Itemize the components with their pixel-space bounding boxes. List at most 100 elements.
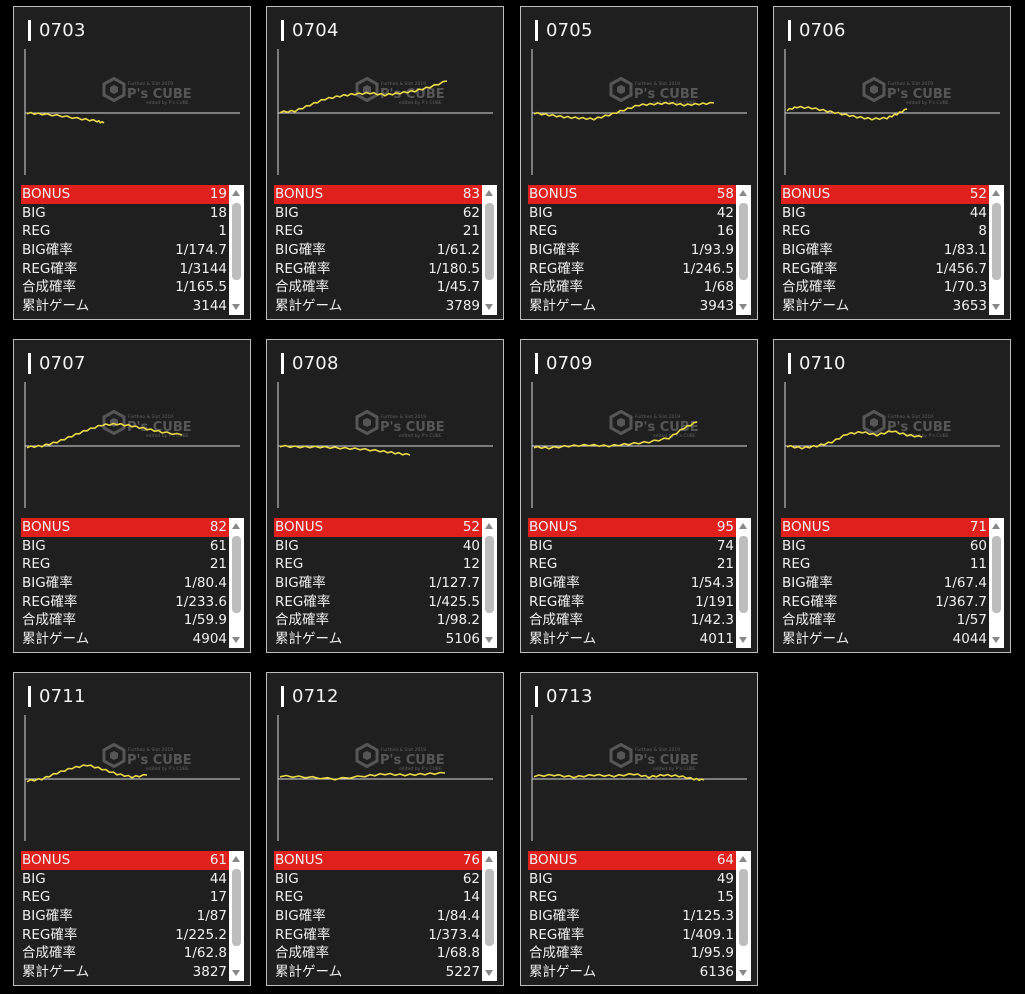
machine-card-0710[interactable]: 0710 Furtheo & Slot 2019 P's CUBE edited…	[773, 339, 1011, 653]
machine-card-0709[interactable]: 0709 Furtheo & Slot 2019 P's CUBE edited…	[520, 339, 758, 653]
stat-row-big-rate: BIG確率 1/83.1	[782, 242, 987, 259]
machine-card-0706[interactable]: 0706 Furtheo & Slot 2019 P's CUBE edited…	[773, 6, 1011, 320]
card-header: 0708	[281, 352, 339, 374]
stat-row-reg: REG 15	[529, 889, 734, 906]
scroll-thumb[interactable]	[739, 203, 748, 280]
stats-scrollbar[interactable]	[482, 518, 497, 648]
scroll-down-arrow-icon[interactable]	[485, 970, 493, 976]
scroll-thumb[interactable]	[739, 536, 748, 613]
stat-row-combined-rate: 合成確率 1/59.9	[22, 612, 227, 629]
scroll-up-arrow-icon[interactable]	[739, 523, 747, 529]
stat-row-bonus: BONUS 71	[781, 518, 989, 537]
slump-graph: Furtheo & Slot 2019 P's CUBE edited by P…	[529, 380, 751, 514]
stat-row-reg-rate: REG確率 1/180.5	[275, 260, 480, 277]
scroll-down-arrow-icon[interactable]	[992, 304, 1000, 310]
stats-table: BONUS 52 BIG 44 REG 8 BIG確率 1/83.1 REG確率 1/45…	[781, 185, 989, 316]
machine-card-0705[interactable]: 0705 Furtheo & Slot 2019 P's CUBE edited…	[520, 6, 758, 320]
stat-row-reg-rate: REG確率 1/409.1	[529, 926, 734, 943]
stats-table: BONUS 82 BIG 61 REG 21 BIG確率 1/80.4 REG確率 1/2…	[21, 518, 229, 649]
scroll-thumb[interactable]	[739, 869, 748, 946]
scroll-up-arrow-icon[interactable]	[739, 856, 747, 862]
stat-row-total-games: 累計ゲーム 3827	[22, 964, 227, 981]
svg-text:edited by P's CUBE: edited by P's CUBE	[146, 433, 189, 439]
stat-row-big: BIG 62	[275, 204, 480, 221]
svg-text:P's CUBE: P's CUBE	[887, 87, 952, 102]
stats-scrollbar[interactable]	[736, 518, 751, 648]
scroll-thumb[interactable]	[232, 536, 241, 613]
watermark-logo: Furtheo & Slot 2019 P's CUBE edited by P…	[862, 409, 952, 439]
scroll-thumb[interactable]	[485, 536, 494, 613]
scroll-up-arrow-icon[interactable]	[485, 856, 493, 862]
scroll-down-arrow-icon[interactable]	[739, 970, 747, 976]
scroll-down-arrow-icon[interactable]	[485, 304, 493, 310]
stat-row-total-games: 累計ゲーム 6136	[529, 964, 734, 981]
stat-row-bonus: BONUS 76	[274, 851, 482, 870]
watermark-logo: Furtheo & Slot 2019 P's CUBE edited by P…	[862, 76, 952, 106]
stat-row-bonus: BONUS 19	[21, 185, 229, 204]
scroll-up-arrow-icon[interactable]	[485, 523, 493, 529]
svg-text:Furtheo & Slot 2019: Furtheo & Slot 2019	[128, 414, 173, 420]
stat-row-total-games: 累計ゲーム 4044	[782, 631, 987, 648]
scroll-down-arrow-icon[interactable]	[739, 637, 747, 643]
scroll-thumb[interactable]	[485, 203, 494, 280]
scroll-down-arrow-icon[interactable]	[232, 970, 240, 976]
stats-scrollbar[interactable]	[736, 185, 751, 315]
stats-scrollbar[interactable]	[229, 518, 244, 648]
scroll-down-arrow-icon[interactable]	[992, 637, 1000, 643]
machine-card-0711[interactable]: 0711 Furtheo & Slot 2019 P's CUBE edited…	[13, 672, 251, 986]
scroll-thumb[interactable]	[232, 869, 241, 946]
stats-scrollbar[interactable]	[736, 851, 751, 981]
stats-scrollbar[interactable]	[482, 851, 497, 981]
scroll-up-arrow-icon[interactable]	[992, 190, 1000, 196]
scroll-down-arrow-icon[interactable]	[232, 304, 240, 310]
scroll-thumb[interactable]	[992, 203, 1001, 280]
stats-scrollbar[interactable]	[989, 185, 1004, 315]
svg-text:edited by P's CUBE: edited by P's CUBE	[653, 433, 696, 439]
stats-table: BONUS 83 BIG 62 REG 21 BIG確率 1/61.2 REG確率 1/1…	[274, 185, 482, 316]
scroll-down-arrow-icon[interactable]	[485, 637, 493, 643]
scroll-down-arrow-icon[interactable]	[739, 304, 747, 310]
scroll-up-arrow-icon[interactable]	[739, 190, 747, 196]
scroll-up-arrow-icon[interactable]	[992, 523, 1000, 529]
svg-text:P's CUBE: P's CUBE	[380, 753, 445, 768]
card-header: 0703	[28, 19, 86, 41]
machine-card-0707[interactable]: 0707 Furtheo & Slot 2019 P's CUBE edited…	[13, 339, 251, 653]
stat-row-reg: REG 17	[22, 889, 227, 906]
machine-card-0708[interactable]: 0708 Furtheo & Slot 2019 P's CUBE edited…	[266, 339, 504, 653]
stat-row-reg: REG 12	[275, 556, 480, 573]
watermark-logo: Furtheo & Slot 2019 P's CUBE edited by P…	[102, 409, 192, 439]
stat-row-reg: REG 1	[22, 223, 227, 240]
scroll-up-arrow-icon[interactable]	[232, 190, 240, 196]
scroll-thumb[interactable]	[992, 536, 1001, 613]
stats-scrollbar[interactable]	[229, 185, 244, 315]
stat-row-bonus: BONUS 83	[274, 185, 482, 204]
machine-card-0704[interactable]: 0704 Furtheo & Slot 2019 P's CUBE edited…	[266, 6, 504, 320]
stat-row-reg-rate: REG確率 1/191	[529, 593, 734, 610]
scroll-thumb[interactable]	[485, 869, 494, 946]
stat-row-big: BIG 44	[782, 204, 987, 221]
machine-card-0712[interactable]: 0712 Furtheo & Slot 2019 P's CUBE edited…	[266, 672, 504, 986]
scroll-up-arrow-icon[interactable]	[232, 856, 240, 862]
svg-text:edited by P's CUBE: edited by P's CUBE	[906, 433, 949, 439]
machine-card-0703[interactable]: 0703 Furtheo & Slot 2019 P's CUBE edited…	[13, 6, 251, 320]
svg-text:P's CUBE: P's CUBE	[887, 420, 952, 435]
stats-table: BONUS 71 BIG 60 REG 11 BIG確率 1/67.4 REG確率 1/3…	[781, 518, 989, 649]
stat-row-big: BIG 61	[22, 537, 227, 554]
stats-scrollbar[interactable]	[229, 851, 244, 981]
card-header: 0704	[281, 19, 339, 41]
machine-number: 0703	[39, 19, 86, 41]
scroll-up-arrow-icon[interactable]	[232, 523, 240, 529]
watermark-logo: Furtheo & Slot 2019 P's CUBE edited by P…	[102, 742, 192, 772]
slump-graph: Furtheo & Slot 2019 P's CUBE edited by P…	[22, 47, 244, 181]
scroll-thumb[interactable]	[232, 203, 241, 280]
stat-row-reg: REG 16	[529, 223, 734, 240]
header-accent-bar	[788, 19, 791, 41]
scroll-up-arrow-icon[interactable]	[485, 190, 493, 196]
svg-text:P's CUBE: P's CUBE	[634, 420, 699, 435]
stat-row-big: BIG 18	[22, 204, 227, 221]
stats-table: BONUS 19 BIG 18 REG 1 BIG確率 1/174.7 REG確率 1/3…	[21, 185, 229, 316]
stats-scrollbar[interactable]	[989, 518, 1004, 648]
stats-scrollbar[interactable]	[482, 185, 497, 315]
machine-card-0713[interactable]: 0713 Furtheo & Slot 2019 P's CUBE edited…	[520, 672, 758, 986]
scroll-down-arrow-icon[interactable]	[232, 637, 240, 643]
